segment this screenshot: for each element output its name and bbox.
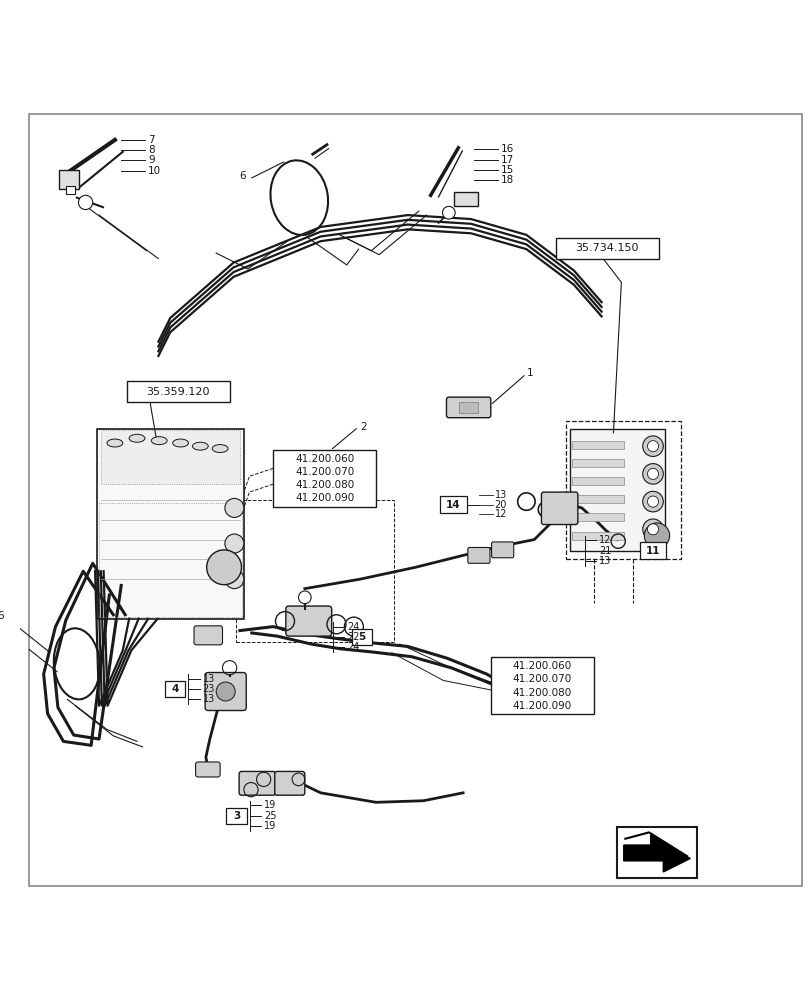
Bar [458,402,478,413]
Circle shape [643,523,669,548]
Bar [59,170,79,189]
Circle shape [298,591,311,604]
Circle shape [642,519,663,540]
Bar [616,827,696,878]
Circle shape [79,195,92,210]
Bar [97,429,243,619]
FancyBboxPatch shape [238,771,275,795]
Ellipse shape [212,445,228,453]
Bar [490,657,593,714]
Bar [571,513,623,521]
Circle shape [207,550,241,585]
Circle shape [216,682,235,701]
Text: 13: 13 [494,490,506,500]
Text: 12: 12 [494,509,507,519]
Circle shape [225,570,243,589]
Circle shape [642,491,663,512]
Text: 13: 13 [599,556,611,566]
Text: 2: 2 [360,422,367,432]
Bar [351,629,371,645]
Text: 1: 1 [526,368,532,378]
Text: 19: 19 [264,821,277,831]
Text: 15: 15 [500,165,513,175]
Bar [454,192,478,206]
Text: 18: 18 [500,175,513,185]
Text: 10: 10 [148,166,161,176]
FancyBboxPatch shape [491,542,513,558]
Text: 6: 6 [0,611,4,621]
Circle shape [646,496,658,507]
Text: 14: 14 [446,500,461,510]
Ellipse shape [107,439,122,447]
Bar [127,381,230,402]
Text: 21: 21 [599,546,611,556]
Text: 35.359.120: 35.359.120 [146,387,210,397]
Text: 7: 7 [148,135,155,145]
Bar [99,503,242,617]
Text: 25: 25 [264,811,277,821]
Text: 19: 19 [264,800,277,810]
Bar [565,421,680,559]
Text: 6: 6 [239,171,246,181]
Bar [571,495,623,503]
Bar [555,238,658,259]
Text: 17: 17 [500,155,513,165]
Polygon shape [623,835,689,872]
Text: 13: 13 [203,694,215,704]
Circle shape [646,524,658,535]
Text: 24: 24 [347,642,359,652]
Text: 16: 16 [500,144,513,154]
Text: 41.200.060
41.200.070
41.200.080
41.200.090: 41.200.060 41.200.070 41.200.080 41.200.… [512,661,571,711]
Text: 24: 24 [347,622,359,632]
Circle shape [642,436,663,456]
Bar [226,808,247,824]
Text: 13: 13 [203,674,215,684]
Text: 4: 4 [171,684,178,694]
Bar [569,429,664,551]
Circle shape [642,464,663,484]
Text: 9: 9 [148,155,155,165]
FancyBboxPatch shape [195,762,220,777]
Bar [272,450,375,507]
FancyBboxPatch shape [205,673,246,711]
Circle shape [646,441,658,452]
Text: 35.734.150: 35.734.150 [575,243,638,253]
Text: 12: 12 [599,535,611,545]
FancyBboxPatch shape [467,547,489,563]
Circle shape [646,468,658,479]
Bar [571,532,623,540]
FancyBboxPatch shape [541,492,577,525]
Ellipse shape [173,439,188,447]
Bar [66,186,75,194]
Text: 41.200.060
41.200.070
41.200.080
41.200.090: 41.200.060 41.200.070 41.200.080 41.200.… [294,454,354,503]
FancyBboxPatch shape [194,626,222,645]
FancyBboxPatch shape [446,397,490,418]
Text: 22: 22 [347,632,359,642]
Bar [236,500,394,642]
Bar [440,496,466,513]
Bar [571,477,623,485]
Bar [165,681,185,697]
Circle shape [225,498,243,517]
FancyBboxPatch shape [285,606,332,636]
Text: 23: 23 [203,684,215,694]
Text: 3: 3 [233,811,240,821]
Text: 5: 5 [358,632,365,642]
Ellipse shape [192,442,208,450]
Circle shape [225,534,243,553]
Text: 11: 11 [645,546,659,556]
Ellipse shape [129,434,145,442]
Circle shape [442,206,455,219]
Text: 8: 8 [148,145,155,155]
Bar [571,459,623,467]
Text: 20: 20 [494,500,507,510]
Ellipse shape [151,437,167,445]
FancyBboxPatch shape [274,771,304,795]
Bar [639,542,666,559]
Bar [101,430,239,484]
Bar [571,441,623,449]
